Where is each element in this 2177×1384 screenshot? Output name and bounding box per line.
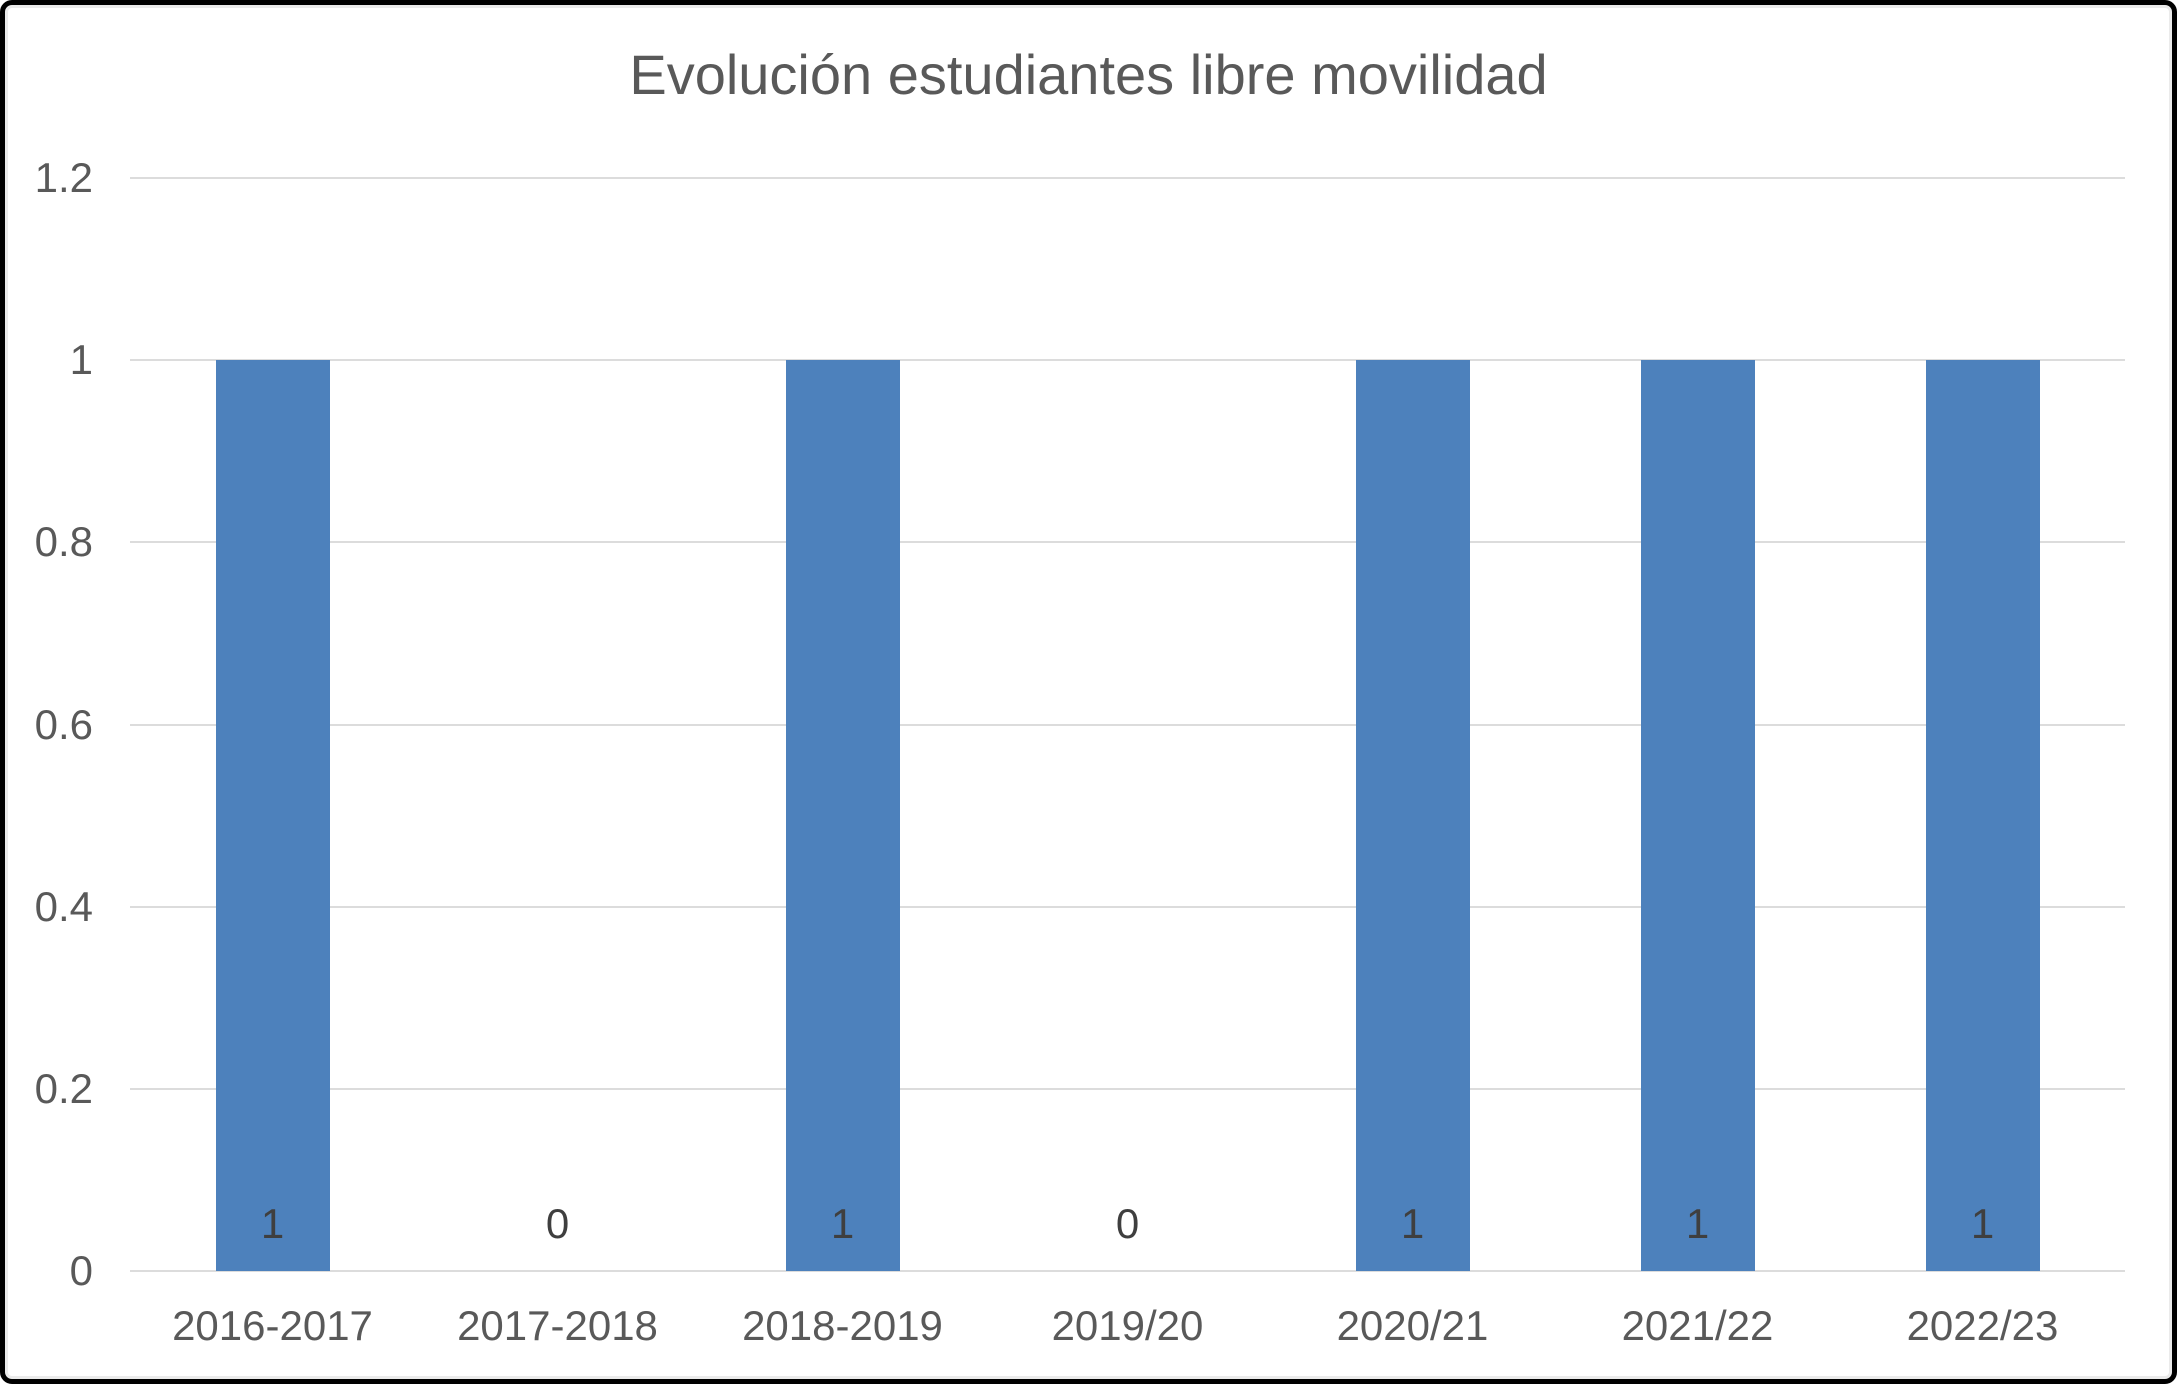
chart-title: Evolución estudiantes libre movilidad: [629, 43, 1548, 106]
gridline-y-1: [130, 359, 2125, 362]
x-axis-tick-label: 2018-2019: [742, 1302, 943, 1349]
gridline-y-0.6: [130, 723, 2125, 726]
x-axis-tick-label: 2019/20: [1051, 1302, 1204, 1349]
y-axis-tick-label: 1: [69, 336, 93, 384]
x-axis-tick-label: 2017-2018: [457, 1302, 658, 1349]
data-label-2022/23: 1: [1970, 1200, 1995, 1247]
y-axis-tick-label: 0.6: [34, 700, 93, 748]
plot-area: 1 0 1 0 1 1 1: [130, 177, 2125, 1272]
bar-column-2022/23: 1: [1840, 178, 2125, 1271]
gridline-y-0.2: [130, 1087, 2125, 1090]
y-axis-tick-label: 0.2: [34, 1064, 93, 1112]
y-axis-tick-label: 1.2: [34, 154, 93, 201]
bar-column-2020/21: 1: [1270, 178, 1555, 1271]
bar-column-2018-2019: 1: [700, 178, 985, 1271]
y-axis-tick-label: 0: [69, 1247, 93, 1294]
gridline-y-1.2: [130, 177, 2125, 179]
x-axis-tick-label: 2016-2017: [172, 1302, 373, 1349]
data-label-2020/21: 1: [1400, 1200, 1425, 1247]
bar-2020/21: [1355, 360, 1470, 1271]
data-label-2016-2017: 1: [260, 1200, 285, 1247]
x-axis-tick-label: 2022/23: [1906, 1302, 2059, 1349]
y-axis-tick-label: 0.4: [34, 882, 93, 930]
bars-container: 1 0 1 0 1 1 1: [130, 178, 2125, 1271]
bar-column-2016-2017: 1: [130, 178, 415, 1271]
gridline-y-0: [130, 1270, 2125, 1272]
y-axis: 0 0.2 0.4 0.6 0.8 1 1.2: [5, 157, 93, 1292]
bar-2021/22: [1640, 360, 1755, 1271]
bar-column-2019/20: 0: [985, 178, 1270, 1271]
data-label-2021/22: 1: [1685, 1200, 1710, 1247]
data-label-2019/20: 0: [1115, 1200, 1140, 1247]
bar-column-2021/22: 1: [1555, 178, 1840, 1271]
x-axis-tick-label: 2020/21: [1336, 1302, 1489, 1349]
bar-column-2017-2018: 0: [415, 178, 700, 1271]
x-axis-tick-label: 2021/22: [1621, 1302, 1774, 1349]
data-label-2017-2018: 0: [545, 1200, 570, 1247]
data-label-2018-2019: 1: [830, 1200, 855, 1247]
bar-2016-2017: [215, 360, 330, 1271]
gridline-y-0.8: [130, 541, 2125, 544]
bar-2018-2019: [785, 360, 900, 1271]
x-axis: 2016-2017 2017-2018 2018-2019 2019/20 2020/2…: [130, 1271, 2125, 1347]
gridline-y-0.4: [130, 905, 2125, 908]
y-axis-tick-label: 0.8: [34, 518, 93, 566]
bar-2022/23: [1925, 360, 2040, 1271]
